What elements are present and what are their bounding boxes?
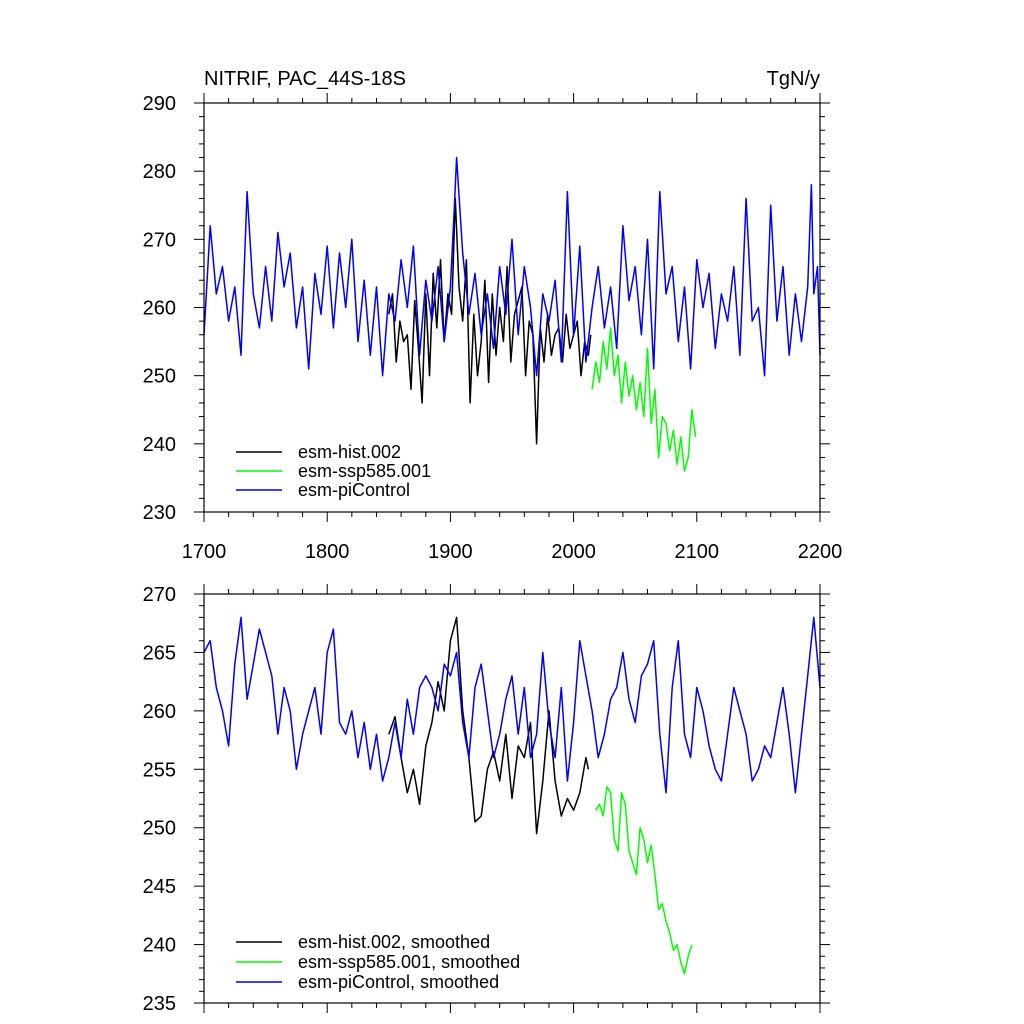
x-tick-label: 1900 (428, 541, 473, 563)
y-tick-label: 250 (143, 818, 176, 840)
x-tick-label: 1700 (182, 541, 227, 563)
series-line-2 (203, 616, 821, 794)
top-panel: 230 240 250 260 270 280 290 1700 1800 1900 2000 210… (143, 68, 843, 563)
x-tick-label: 1800 (305, 541, 350, 563)
plot-frame (203, 593, 821, 1004)
x-tick-label: 2200 (798, 541, 843, 563)
y-tick-label: 230 (143, 502, 176, 524)
x-tick-label: 2000 (551, 541, 596, 563)
plot-frame (203, 102, 821, 513)
chart-units: TgN/y (767, 68, 820, 90)
chart-title: NITRIF, PAC_44S-18S (204, 68, 406, 90)
x-tick-label: 2100 (675, 541, 720, 563)
y-tick-label: 290 (143, 93, 176, 115)
legend-label: esm-ssp585.001 (298, 461, 431, 481)
series-line-1 (595, 786, 693, 975)
bottom-panel: 235 240 245 250 255 260 265 270 esm-hist.002, sm… (143, 584, 830, 1015)
y-tick-label: 265 (143, 642, 176, 664)
series-line-1 (591, 327, 697, 472)
legend-label: esm-hist.002, smoothed (298, 932, 490, 952)
legend-label: esm-piControl (298, 480, 410, 500)
y-tick-label: 250 (143, 366, 176, 388)
series-line-2 (203, 156, 821, 377)
legend-label: esm-hist.002 (298, 442, 401, 462)
y-tick-label: 280 (143, 161, 176, 183)
y-tick-label: 240 (143, 434, 176, 456)
y-tick-label: 235 (143, 993, 176, 1015)
legend-label: esm-ssp585.001, smoothed (298, 952, 520, 972)
y-tick-label: 255 (143, 759, 176, 781)
legend-label: esm-piControl, smoothed (298, 972, 499, 992)
y-tick-label: 270 (143, 229, 176, 251)
series-line-0 (388, 616, 590, 835)
y-tick-label: 260 (143, 298, 176, 320)
y-tick-label: 245 (143, 876, 176, 898)
y-tick-label: 270 (143, 584, 176, 606)
y-tick-label: 260 (143, 701, 176, 723)
y-tick-label: 240 (143, 935, 176, 957)
